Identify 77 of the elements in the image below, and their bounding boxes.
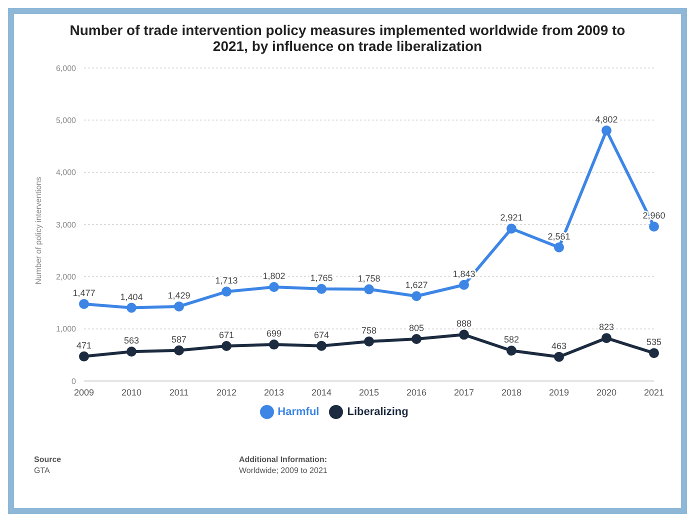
point — [79, 298, 89, 309]
y-tick-label: 2,000 — [56, 272, 77, 282]
x-tick-label: 2015 — [358, 387, 380, 398]
data-label: 1,477 — [72, 288, 96, 298]
point — [364, 336, 374, 346]
x-tick-label: 2009 — [74, 387, 94, 398]
x-tick-label: 2017 — [454, 387, 474, 398]
data-label: 563 — [124, 336, 140, 346]
text: Additional Information: — [239, 454, 328, 465]
text: Source — [34, 454, 62, 465]
data-label: 463 — [551, 340, 567, 351]
x-tick-label: 2019 — [548, 387, 570, 398]
data-label: 535 — [646, 337, 662, 348]
point — [459, 330, 469, 340]
point — [126, 346, 136, 357]
point — [602, 125, 612, 136]
point — [79, 351, 89, 362]
point — [649, 348, 659, 358]
y-tick-label: 5,000 — [56, 116, 77, 126]
y-axis-title: Number of policy interventions — [34, 176, 43, 284]
data-label: 1,429 — [168, 290, 190, 300]
data-label: 4,802 — [595, 114, 618, 124]
data-label: 587 — [171, 334, 187, 344]
point — [269, 340, 279, 350]
x-tick-label: 2016 — [406, 387, 427, 398]
point — [412, 291, 422, 302]
point — [222, 340, 232, 351]
chart-title: Number of trade intervention policy measures implemented worldwide from 2009 to 2021, by influence on trade liberalization — [68, 21, 626, 54]
data-label: 582 — [504, 334, 520, 345]
text: GTA — [34, 465, 51, 476]
y-tick-label: 6,000 — [56, 64, 77, 73]
data-label: 1,404 — [120, 292, 143, 302]
data-label: 823 — [598, 322, 614, 332]
point — [174, 345, 184, 356]
point — [506, 224, 516, 234]
x-tick-label: 2011 — [169, 387, 189, 398]
legend-label: Harmful — [278, 406, 320, 418]
point — [602, 333, 612, 344]
x-tick-label: 2014 — [311, 387, 332, 398]
point — [222, 286, 232, 297]
point — [649, 222, 659, 232]
point — [316, 284, 326, 294]
data-label: 1,758 — [358, 273, 380, 284]
x-tick-label: 2013 — [264, 387, 284, 398]
y-tick-label: 3,000 — [56, 220, 77, 230]
x-tick-label: 2010 — [121, 387, 142, 398]
legend-label: Liberalizing — [347, 406, 408, 418]
point — [554, 242, 564, 252]
point — [126, 302, 136, 313]
point — [412, 334, 422, 344]
text: Worldwide; 2009 to 2021 — [239, 465, 328, 476]
x-tick-label: 2021 — [644, 387, 664, 398]
data-label: 1,713 — [215, 276, 238, 286]
data-label: 805 — [408, 323, 424, 334]
data-label: 471 — [76, 340, 92, 350]
data-label: 1,802 — [262, 270, 286, 281]
data-label: 671 — [218, 330, 234, 340]
point — [316, 340, 326, 351]
data-label: 674 — [314, 330, 330, 340]
data-label: 699 — [266, 328, 282, 339]
point — [554, 352, 564, 362]
point — [506, 346, 516, 356]
data-label: 888 — [456, 318, 472, 329]
x-tick-label: 2012 — [216, 387, 237, 398]
y-tick-label: 4,000 — [56, 168, 77, 178]
x-tick-label: 2020 — [596, 387, 617, 398]
point — [269, 282, 279, 292]
y-tick-label: 1,000 — [56, 324, 77, 334]
y-tick-label: 0 — [72, 376, 77, 386]
point — [174, 301, 184, 312]
data-label: 1,627 — [405, 280, 428, 290]
data-label: 1,765 — [310, 272, 333, 283]
point — [459, 280, 469, 290]
data-label: 2,921 — [500, 212, 523, 223]
data-label: 758 — [361, 325, 377, 336]
x-tick-label: 2018 — [501, 387, 522, 398]
point — [364, 284, 374, 294]
